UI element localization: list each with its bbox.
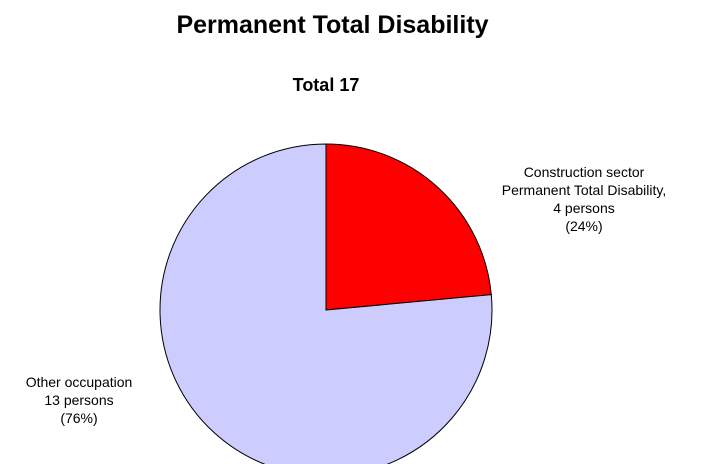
pie-slice-construction: [325, 143, 492, 311]
slice-label-line: (24%): [565, 218, 603, 234]
pie-slice-other: [159, 143, 493, 464]
slice-label-construction: Construction sector Permanent Total Disa…: [474, 163, 694, 235]
slice-label-line: (76%): [60, 410, 98, 426]
slice-label-line: Permanent Total Disability,: [501, 182, 667, 198]
slice-label-line: Other occupation: [25, 374, 133, 390]
chart-title: Permanent Total Disability: [176, 11, 489, 39]
slice-label-line: 13 persons: [44, 392, 114, 408]
slice-label-other: Other occupation 13 persons (76%): [0, 373, 158, 427]
slice-label-line: Construction sector: [523, 164, 645, 180]
chart-subtitle: Total 17: [292, 75, 360, 95]
slice-label-line: 4 persons: [553, 200, 615, 216]
